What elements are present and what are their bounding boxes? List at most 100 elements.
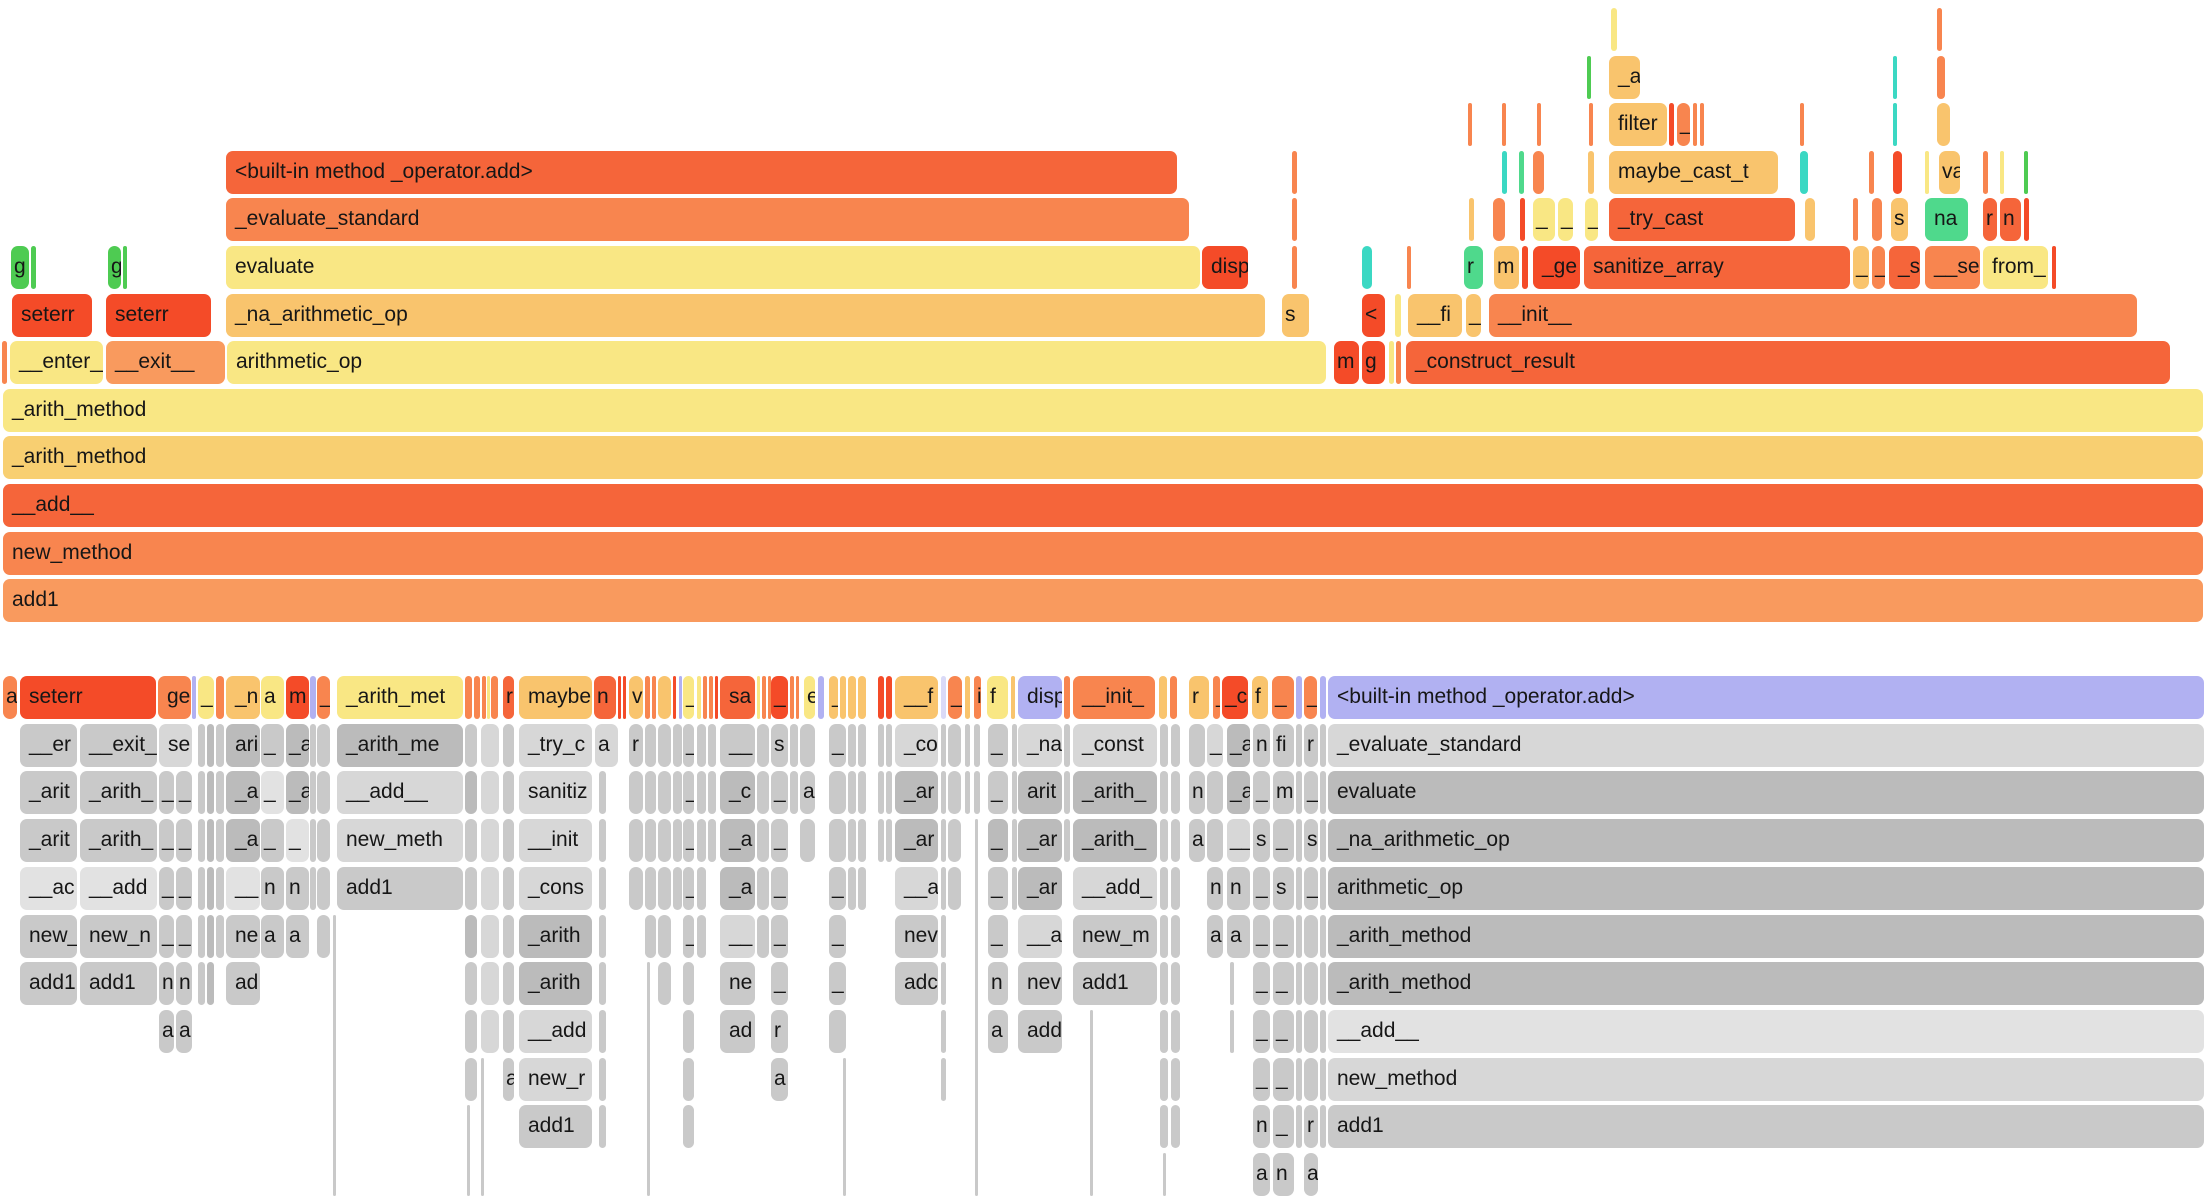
caller-stack-bar-__[interactable]: __: [720, 723, 755, 767]
caller-stack-bar-adc[interactable]: adc: [895, 962, 938, 1006]
caller-stack-bar-sliver[interactable]: [317, 723, 330, 767]
flame-bar-_try_cast[interactable]: _try_cast: [1609, 198, 1795, 242]
caller-stack-bar-_[interactable]: _: [1304, 771, 1318, 815]
caller-stack-bar-new_r[interactable]: new_r: [519, 1057, 592, 1101]
caller-root-bar-_[interactable]: _: [317, 676, 330, 719]
caller-stack-bar-_[interactable]: _: [1253, 1057, 1270, 1101]
caller-root-bar-m[interactable]: m: [286, 676, 309, 719]
caller-stack-bar-_[interactable]: _: [261, 723, 284, 767]
caller-root-bar-sliver[interactable]: [673, 676, 676, 719]
caller-root-bar-sliver[interactable]: [474, 676, 480, 719]
caller-root-bar-sliver[interactable]: [858, 676, 866, 719]
caller-root-bar-e[interactable]: e: [804, 676, 815, 719]
flame-bar-sliver[interactable]: [1937, 8, 1942, 51]
caller-stack-bar-sliver[interactable]: [941, 723, 946, 767]
caller-stack-bar-sliver[interactable]: [1064, 771, 1070, 815]
caller-stack-bar-sliver[interactable]: [948, 866, 961, 910]
caller-stack-bar-sliver[interactable]: [317, 771, 330, 815]
caller-root-bar-sliver[interactable]: [623, 676, 626, 719]
caller-root-bar-sliver[interactable]: [679, 676, 682, 719]
caller-stack-bar-a[interactable]: a: [1189, 819, 1205, 863]
caller-stack-bar-n[interactable]: n: [1253, 723, 1270, 767]
caller-stack-bar-sliver[interactable]: [465, 962, 477, 1006]
flame-bar-s[interactable]: s: [1282, 293, 1309, 337]
caller-stack-bar-n[interactable]: n: [1253, 1105, 1270, 1149]
caller-root-bar-sliver[interactable]: [1320, 676, 1326, 719]
caller-stack-bar-_ar[interactable]: _ar: [895, 771, 938, 815]
caller-stack-bar-arit[interactable]: arit: [1018, 771, 1062, 815]
flame-bar-sliver[interactable]: [1407, 246, 1411, 289]
caller-stack-bar-_a[interactable]: _a: [1227, 723, 1250, 767]
caller-stack-bar-_[interactable]: _: [159, 866, 174, 910]
flame-bar-sliver[interactable]: [1893, 55, 1897, 99]
caller-stack-bar-sliver[interactable]: [757, 771, 769, 815]
caller-stack-bar-sliver[interactable]: [1320, 1057, 1326, 1101]
caller-root-bar-ge[interactable]: ge: [158, 676, 191, 719]
caller-stack-bar-_[interactable]: _: [988, 914, 1008, 958]
flame-bar-sliver[interactable]: [1292, 246, 1297, 289]
caller-stack-bar-sliver[interactable]: [878, 723, 884, 767]
caller-stack-bar-_na_arithmetic_op[interactable]: _na_arithmetic_op: [1328, 819, 2204, 863]
caller-stack-bar-sliver[interactable]: [858, 723, 866, 767]
flame-bar-s[interactable]: s: [1891, 198, 1908, 242]
caller-stack-bar-sliver[interactable]: [1160, 771, 1168, 815]
caller-stack-bar-se[interactable]: se: [159, 723, 192, 767]
flame-bar-sliver[interactable]: [2052, 246, 2056, 289]
flame-bar-sliver[interactable]: [2000, 150, 2004, 194]
caller-stack-bar-sliver[interactable]: [599, 962, 606, 1006]
caller-stack-bar-sliver[interactable]: [1320, 914, 1326, 958]
caller-stack-bar-sliver[interactable]: [1160, 819, 1168, 863]
flame-bar-_[interactable]: _: [1558, 198, 1573, 242]
caller-root-bar-sliver[interactable]: [965, 676, 970, 719]
caller-stack-bar-_[interactable]: _: [771, 819, 788, 863]
caller-stack-bar-sliver[interactable]: [790, 723, 798, 767]
caller-stack-bar-_arith_[interactable]: _arith_: [80, 819, 157, 863]
caller-stack-bar-sliver[interactable]: [658, 914, 671, 958]
caller-root-bar-sliver[interactable]: [768, 676, 771, 719]
flame-bar-__se[interactable]: __se: [1925, 246, 1980, 289]
caller-stack-bar-sliver[interactable]: [198, 771, 205, 815]
caller-stack-bar-sliver[interactable]: [198, 723, 205, 767]
caller-stack-bar-sliver[interactable]: [858, 819, 866, 863]
flame-bar-__fi[interactable]: __fi: [1408, 293, 1462, 337]
caller-stack-bar-n[interactable]: n: [988, 962, 1008, 1006]
caller-stack-bar-_[interactable]: _: [683, 723, 694, 767]
caller-stack-bar-new_meth[interactable]: new_meth: [337, 819, 463, 863]
caller-root-bar-_[interactable]: _: [1304, 676, 1317, 719]
caller-stack-bar-__[interactable]: __: [720, 914, 755, 958]
caller-stack-bar-__er[interactable]: __er: [20, 723, 77, 767]
caller-root-bar-_[interactable]: _: [948, 676, 962, 719]
caller-stack-bar-sliver[interactable]: [941, 771, 946, 815]
caller-stack-bar-sliver[interactable]: [333, 914, 336, 1196]
caller-stack-bar-sliver[interactable]: [697, 819, 706, 863]
flame-bar-sliver[interactable]: [1800, 103, 1804, 147]
caller-stack-bar-add1[interactable]: add1: [1073, 962, 1157, 1006]
caller-stack-bar-_a[interactable]: _a: [286, 771, 309, 815]
caller-stack-bar-n[interactable]: n: [176, 962, 192, 1006]
caller-stack-bar-sliver[interactable]: [878, 819, 884, 863]
caller-root-bar-sliver[interactable]: [878, 676, 884, 719]
caller-stack-bar-_[interactable]: _: [1253, 866, 1270, 910]
caller-stack-bar-s[interactable]: s: [1304, 819, 1318, 863]
flame-bar-sliver[interactable]: [1611, 8, 1617, 51]
caller-stack-bar-_[interactable]: _: [176, 866, 192, 910]
caller-root-bar-__f[interactable]: __f: [895, 676, 938, 719]
caller-stack-bar-sliver[interactable]: [757, 723, 769, 767]
flame-bar-sliver[interactable]: [31, 246, 36, 289]
caller-stack-bar-_[interactable]: _: [771, 962, 788, 1006]
caller-stack-bar-sliver[interactable]: [481, 723, 499, 767]
flame-bar-disp[interactable]: disp: [1202, 246, 1248, 289]
caller-stack-bar-a[interactable]: a: [1304, 1153, 1318, 1196]
caller-stack-bar-_[interactable]: _: [683, 771, 694, 815]
caller-stack-bar-sliver[interactable]: [1296, 962, 1302, 1006]
caller-stack-bar-sliver[interactable]: [683, 1105, 694, 1149]
caller-root-bar-sliver[interactable]: [487, 676, 490, 719]
caller-root-bar-sliver[interactable]: [1296, 676, 1302, 719]
caller-stack-bar-fi[interactable]: fi: [1273, 723, 1294, 767]
caller-root-bar-f[interactable]: f: [987, 676, 1008, 719]
caller-stack-bar-r[interactable]: r: [1304, 723, 1318, 767]
caller-stack-bar-_arith_method[interactable]: _arith_method: [1328, 962, 2204, 1006]
caller-stack-bar-sliver[interactable]: [829, 771, 846, 815]
caller-stack-bar-_[interactable]: _: [261, 819, 284, 863]
caller-stack-bar-sliver[interactable]: [1320, 1009, 1326, 1053]
